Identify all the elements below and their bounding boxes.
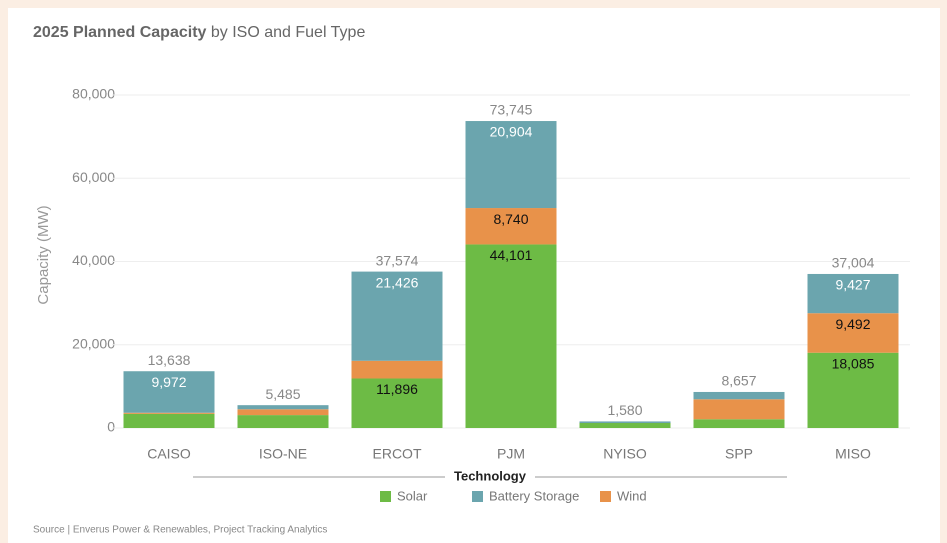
- bar-segment: [123, 413, 215, 428]
- bar-segment: [807, 352, 899, 428]
- legend-label: Solar: [397, 488, 428, 503]
- bar-segment: [693, 391, 785, 400]
- bar-segment: [123, 412, 215, 414]
- total-label: 73,745: [490, 102, 533, 118]
- source: Source | Enverus Power & Renewables, Pro…: [33, 525, 327, 536]
- bar-segment: [693, 419, 785, 428]
- value-label: 20,904: [490, 124, 533, 140]
- bar-segment: [351, 360, 443, 379]
- bar-segment: [123, 371, 215, 413]
- value-label: 8,740: [493, 211, 528, 227]
- bar-segment: [807, 313, 899, 353]
- x-tick-label: CAISO: [147, 446, 191, 462]
- bar-segment: [807, 273, 899, 314]
- y-tick-label: 60,000: [72, 169, 115, 185]
- x-tick-label: PJM: [497, 446, 525, 462]
- bar-segment: [465, 121, 557, 209]
- y-axis-title: Capacity (MW): [35, 205, 52, 304]
- y-tick-label: 0: [107, 419, 115, 435]
- total-label: 5,485: [265, 386, 300, 402]
- y-tick-label: 20,000: [72, 335, 115, 351]
- value-label: 9,492: [835, 316, 870, 332]
- bar-segment: [579, 423, 671, 428]
- bar-segment: [693, 399, 785, 420]
- total-label: 37,574: [376, 252, 419, 268]
- bar-segment: [579, 421, 671, 424]
- bar-segment: [351, 378, 443, 428]
- legend-label: Wind: [617, 488, 647, 503]
- total-label: 1,580: [607, 402, 642, 418]
- value-label: 9,972: [151, 374, 186, 390]
- total-label: 13,638: [148, 352, 191, 368]
- value-label: 9,427: [835, 277, 870, 293]
- y-tick-label: 80,000: [72, 86, 115, 102]
- title-rest: by ISO and Fuel Type: [211, 24, 366, 41]
- x-tick-label: ERCOT: [373, 446, 422, 462]
- value-label: 44,101: [490, 247, 533, 263]
- x-tick-label: NYISO: [603, 446, 647, 462]
- x-tick-label: SPP: [725, 446, 753, 462]
- bar-segment: [237, 415, 329, 428]
- legend-label: Battery Storage: [489, 488, 579, 503]
- bar-segment: [351, 271, 443, 361]
- total-label: 37,004: [832, 255, 875, 271]
- legend-title: Technology: [454, 468, 527, 483]
- legend-swatch: [380, 491, 391, 502]
- value-label: 11,896: [376, 381, 418, 397]
- value-label: 21,426: [376, 274, 419, 290]
- total-label: 8,657: [721, 373, 756, 389]
- bar-segment: [465, 244, 557, 428]
- y-tick-label: 40,000: [72, 252, 115, 268]
- bar-segment: [465, 208, 557, 245]
- x-tick-label: ISO-NE: [259, 446, 307, 462]
- chart-title: 2025 Planned Capacity by ISO and Fuel Ty…: [33, 24, 365, 41]
- bar-segment: [237, 409, 329, 416]
- legend-swatch: [600, 491, 611, 502]
- title-bold: 2025 Planned Capacity: [33, 24, 207, 41]
- legend-swatch: [472, 491, 483, 502]
- bar-segment: [237, 405, 329, 410]
- value-label: 18,085: [832, 355, 875, 371]
- x-tick-label: MISO: [835, 446, 871, 462]
